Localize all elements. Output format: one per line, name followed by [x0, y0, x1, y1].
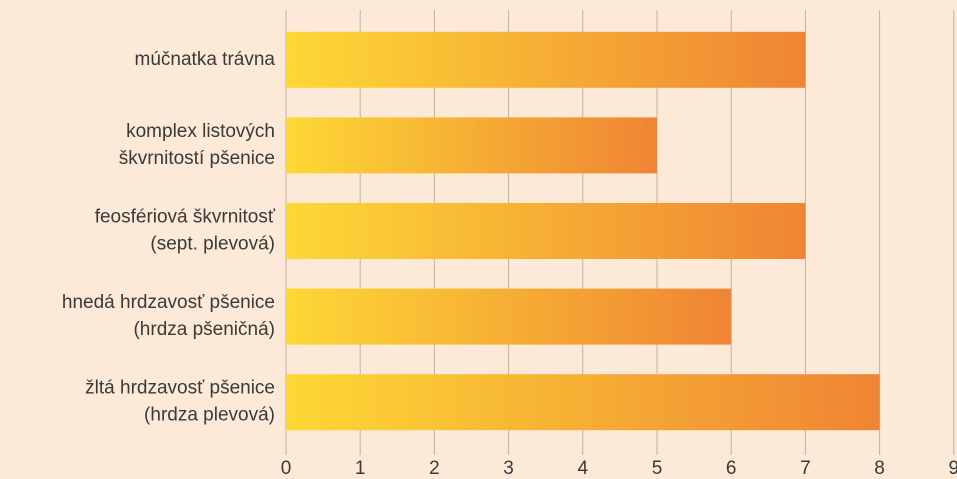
y-tick-label: (hrdza pšeničná) — [133, 319, 275, 340]
x-tick-label: 7 — [800, 458, 811, 479]
bar — [286, 203, 806, 259]
x-tick-label: 6 — [726, 458, 737, 479]
y-tick-label: hnedá hrdzavosť pšenice — [62, 292, 275, 313]
x-tick-label: 8 — [874, 458, 885, 479]
bar — [286, 117, 657, 174]
x-tick-label: 4 — [578, 458, 589, 479]
y-tick-label: múčnatka trávna — [135, 49, 276, 70]
bar — [286, 288, 732, 345]
y-tick-label: žltá hrdzavosť pšenice — [85, 378, 275, 399]
y-tick-label: (sept. plevová) — [150, 234, 275, 255]
x-tick-label: 5 — [652, 458, 663, 479]
x-tick-label: 3 — [503, 458, 514, 479]
x-tick-label: 1 — [355, 458, 366, 479]
x-tick-label: 9 — [949, 458, 957, 479]
y-tick-label: feosfériová škvrnitosť — [95, 207, 276, 228]
bar — [286, 31, 806, 88]
bar — [286, 374, 880, 431]
y-tick-label: škvrnitostí pšenice — [119, 148, 275, 169]
x-tick-label: 2 — [429, 458, 440, 479]
y-tick-label: (hrdza plevová) — [144, 405, 275, 426]
x-tick-label: 0 — [281, 458, 292, 479]
y-tick-label: komplex listových — [126, 121, 275, 142]
